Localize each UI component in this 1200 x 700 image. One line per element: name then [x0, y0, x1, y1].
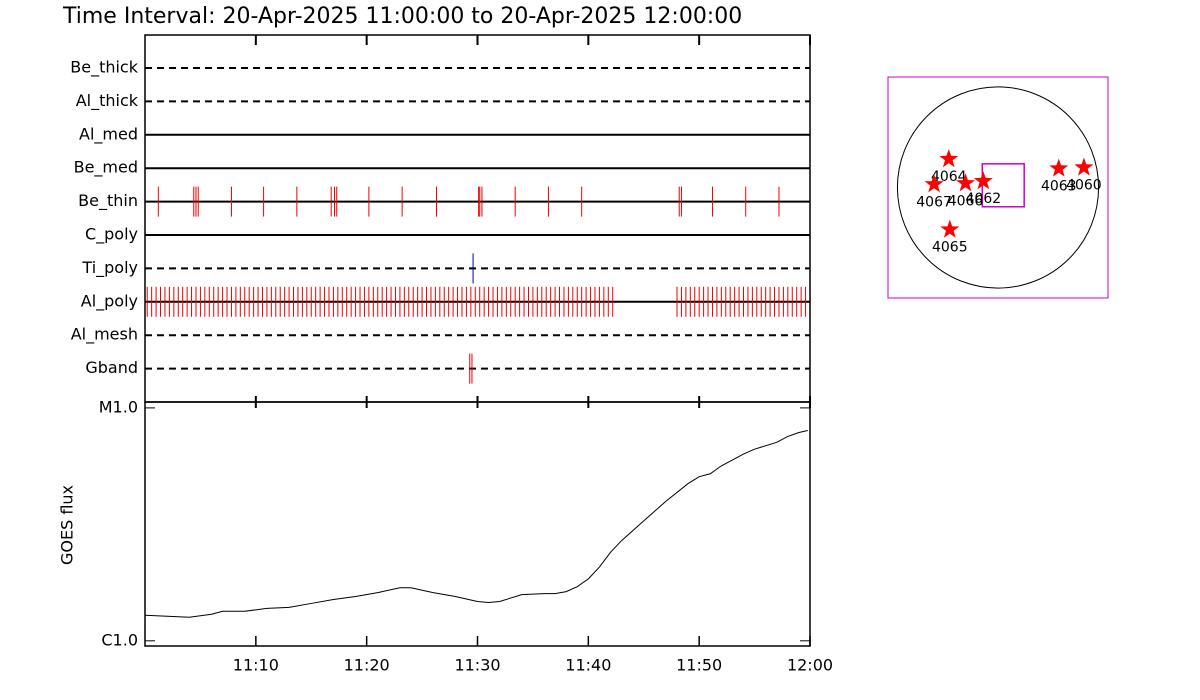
y-tick-label: C1.0 [101, 630, 138, 649]
filter-label: C_poly [85, 225, 138, 245]
active-region-star [940, 219, 960, 238]
y-axis-label: GOES flux [58, 485, 77, 565]
map-frame [887, 76, 1109, 299]
filter-label: Gband [85, 358, 138, 377]
goes-flux-line [144, 430, 808, 618]
active-region-label: 4065 [932, 240, 968, 256]
panel-frame [144, 34, 811, 403]
x-tick-label: 11:20 [344, 656, 390, 675]
filter-label: Al_mesh [71, 325, 138, 345]
active-region-star [956, 173, 975, 192]
chart-title: Time Interval: 20-Apr-2025 11:00:00 to 2… [62, 4, 742, 29]
active-region-star [1049, 158, 1069, 177]
y-tick-label: M1.0 [99, 397, 138, 416]
active-region-label: 4063 [1041, 179, 1077, 195]
x-tick-label: 11:10 [233, 656, 279, 675]
filter-label: Al_thick [76, 91, 139, 111]
x-tick-label: 11:40 [565, 656, 611, 675]
filter-label: Al_poly [81, 291, 138, 311]
x-tick-label: 12:00 [787, 656, 833, 675]
active-region-label: 4066 [948, 193, 984, 209]
filter-label: Be_thick [70, 58, 138, 78]
active-region-label: 4060 [1066, 178, 1102, 194]
panel-frame [144, 401, 811, 647]
active-region-label: 4062 [966, 191, 1002, 207]
filter-label: Be_thin [78, 191, 138, 211]
solar-disk [896, 86, 1100, 289]
active-region-label: 4067 [916, 194, 952, 210]
x-tick-label: 11:30 [454, 656, 500, 675]
filter-label: Ti_poly [81, 258, 138, 278]
active-region-star [973, 171, 993, 190]
x-tick-label: 11:50 [676, 656, 722, 675]
filter-label: Al_med [79, 124, 138, 144]
filter-label: Be_med [74, 158, 138, 178]
active-region-star [924, 174, 944, 193]
active-region-star [939, 149, 959, 168]
active-region-star [1074, 157, 1094, 176]
